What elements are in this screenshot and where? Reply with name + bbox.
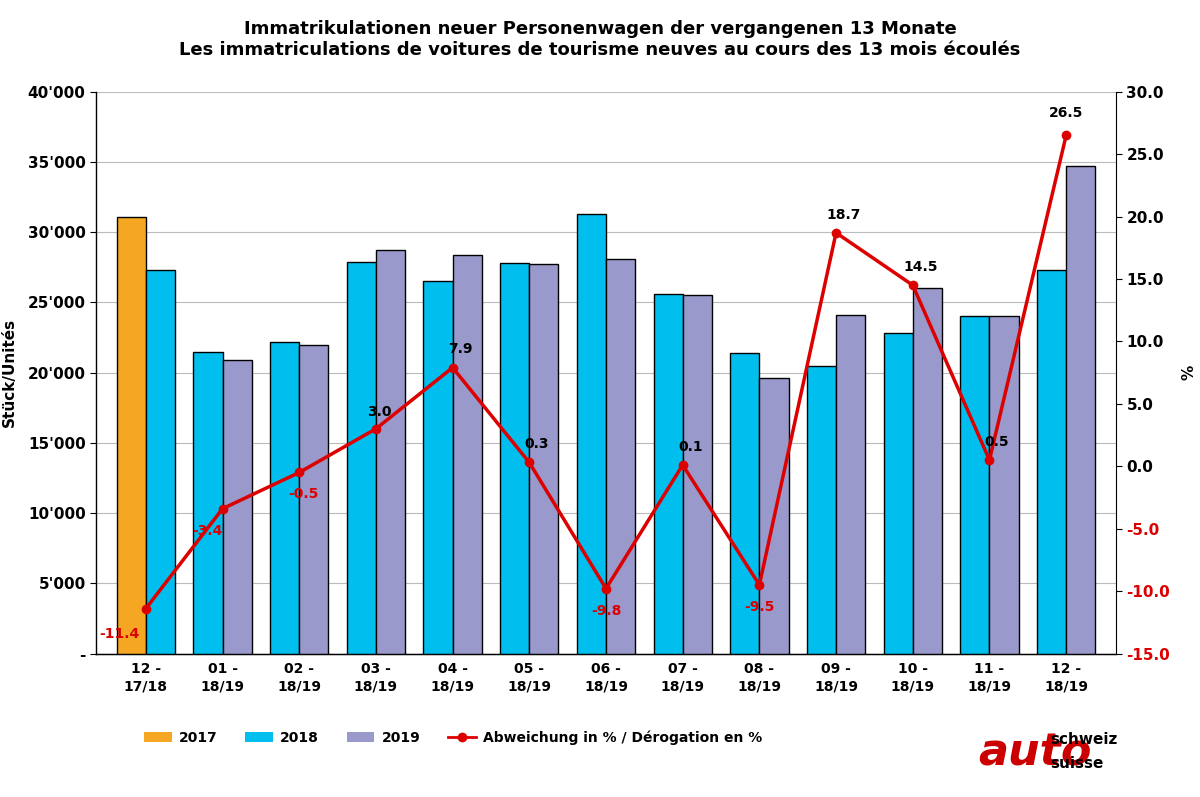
- Text: auto: auto: [978, 732, 1092, 775]
- Bar: [529, 265, 558, 654]
- Bar: [193, 351, 222, 654]
- Bar: [731, 353, 760, 654]
- Text: 0.1: 0.1: [678, 440, 703, 453]
- Bar: [606, 259, 635, 654]
- Text: -0.5: -0.5: [288, 488, 318, 501]
- Bar: [960, 316, 990, 654]
- Text: 7.9: 7.9: [448, 343, 473, 356]
- Text: 0.3: 0.3: [524, 438, 550, 451]
- Bar: [500, 263, 529, 654]
- Bar: [452, 254, 481, 654]
- Text: 26.5: 26.5: [1049, 106, 1084, 120]
- Bar: [654, 294, 683, 654]
- Text: suisse: suisse: [1050, 756, 1103, 771]
- Text: 18.7: 18.7: [827, 207, 860, 222]
- Bar: [1066, 166, 1096, 654]
- Bar: [990, 316, 1019, 654]
- Text: -3.4: -3.4: [192, 524, 222, 538]
- Bar: [836, 315, 865, 654]
- Y-axis label: %: %: [1181, 365, 1196, 380]
- Bar: [760, 379, 788, 654]
- Bar: [116, 217, 146, 654]
- Text: 14.5: 14.5: [904, 260, 937, 274]
- Text: 3.0: 3.0: [367, 405, 392, 418]
- Bar: [424, 281, 452, 654]
- Bar: [806, 366, 836, 654]
- Text: -9.8: -9.8: [590, 603, 622, 618]
- Bar: [577, 214, 606, 654]
- Bar: [1037, 270, 1066, 654]
- Bar: [270, 342, 299, 654]
- Bar: [146, 270, 175, 654]
- Bar: [222, 360, 252, 654]
- Text: -9.5: -9.5: [744, 600, 774, 614]
- Text: -11.4: -11.4: [98, 627, 139, 642]
- Text: Immatrikulationen neuer Personenwagen der vergangenen 13 Monate
Les immatriculat: Immatrikulationen neuer Personenwagen de…: [179, 20, 1021, 59]
- Bar: [299, 344, 329, 654]
- Text: schweiz: schweiz: [1050, 732, 1117, 747]
- Bar: [913, 289, 942, 654]
- Bar: [683, 296, 712, 654]
- Bar: [376, 250, 406, 654]
- Bar: [883, 333, 913, 654]
- Text: 0.5: 0.5: [985, 435, 1009, 449]
- Legend: 2017, 2018, 2019, Abweichung in % / Dérogation en %: 2017, 2018, 2019, Abweichung in % / Déro…: [144, 730, 762, 745]
- Bar: [347, 261, 376, 654]
- Y-axis label: Stück/Unités: Stück/Unités: [1, 318, 17, 427]
